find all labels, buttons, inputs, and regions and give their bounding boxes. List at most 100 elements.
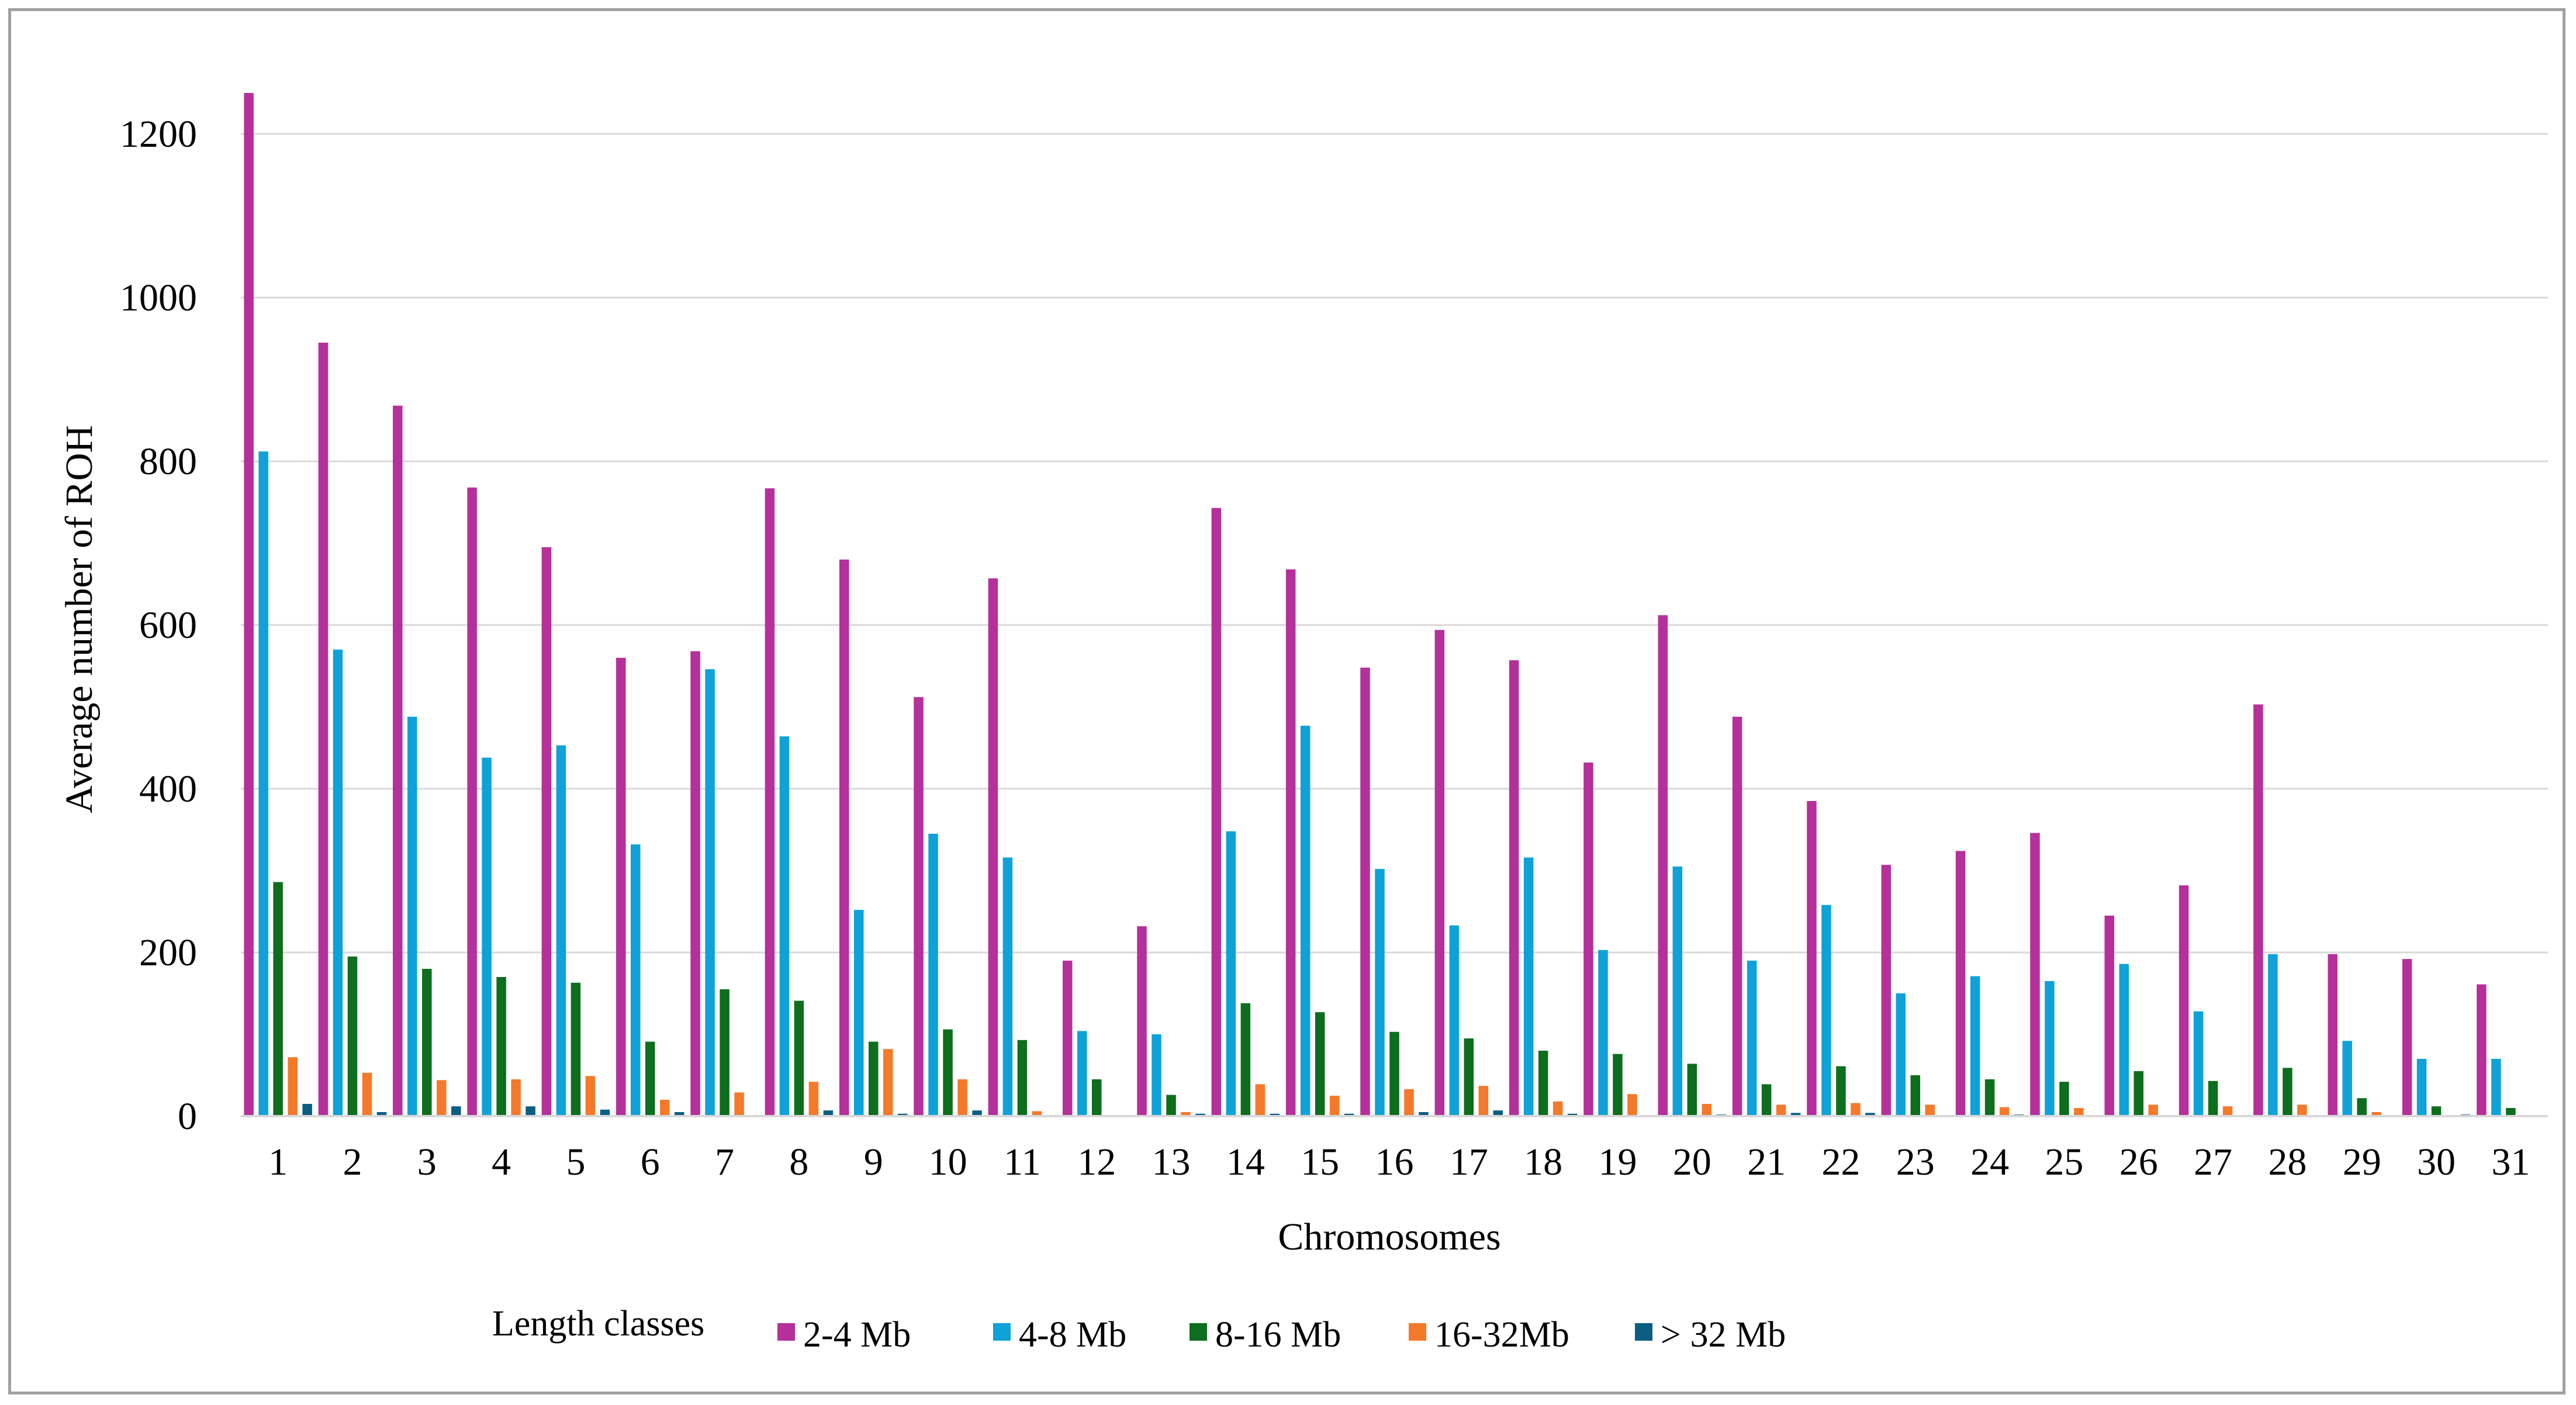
bar-816mb-chr16: [1389, 1031, 1399, 1116]
x-tick-label: 4: [492, 1141, 511, 1183]
bar-48mb-chr2: [333, 650, 343, 1116]
bar-816mb-chr19: [1613, 1054, 1623, 1116]
x-tick-label: 23: [1896, 1141, 1935, 1183]
x-tick-label: 27: [2194, 1141, 2232, 1183]
bar-816mb-chr15: [1315, 1012, 1325, 1116]
bar-816mb-chr10: [943, 1029, 953, 1116]
bar-24mb-chr21: [1732, 716, 1742, 1116]
bar-32mb-chr2: [376, 1112, 387, 1116]
bar-48mb-chr8: [779, 736, 790, 1116]
bar-48mb-chr3: [407, 716, 417, 1116]
bar-24mb-chr29: [2328, 954, 2338, 1116]
x-tick-label: 13: [1152, 1141, 1191, 1183]
chart-frame: 0 200 400 600 800 1000 1200 1 2 3 4 5 6 7 8 9 10 11 12 13 14…: [8, 8, 2565, 1394]
bar-816mb-chr20: [1687, 1064, 1697, 1116]
x-tick-label: 8: [789, 1141, 808, 1183]
bar-24mb-chr24: [1955, 851, 1966, 1116]
legend-label: 16-32Mb: [1434, 1315, 1569, 1355]
x-tick-label: 31: [2491, 1141, 2530, 1183]
bar-816mb-chr25: [2059, 1082, 2069, 1116]
bar-24mb-chr7: [690, 651, 700, 1116]
bar-816mb-chr5: [570, 982, 581, 1116]
bar-24mb-chr18: [1509, 660, 1519, 1116]
bar-816mb-chr17: [1464, 1038, 1474, 1116]
bar-24mb-chr5: [541, 547, 552, 1116]
bar-48mb-chr31: [2491, 1059, 2501, 1116]
bar-32mb-chr22: [1865, 1113, 1875, 1116]
y-tick-label: 0: [178, 1095, 197, 1138]
bar-48mb-chr1: [258, 451, 268, 1117]
x-tick-label: 25: [2045, 1141, 2083, 1183]
bar-816mb-chr9: [868, 1041, 879, 1116]
x-tick-label: 21: [1747, 1141, 1786, 1183]
x-tick-label: 1: [268, 1141, 288, 1183]
bar-1632mb-chr10: [957, 1079, 967, 1116]
legend-label: 2-4 Mb: [803, 1315, 911, 1355]
bar-816mb-chr4: [496, 977, 506, 1116]
x-tick-label: 28: [2268, 1141, 2307, 1183]
bar-32mb-chr15: [1344, 1113, 1354, 1116]
bar-48mb-chr25: [2045, 981, 2055, 1116]
bar-1632mb-chr6: [660, 1100, 670, 1116]
bar-816mb-chr6: [645, 1041, 655, 1116]
y-tick-label: 1200: [120, 113, 197, 156]
legend-swatch: [1635, 1323, 1652, 1341]
x-tick-label: 16: [1375, 1141, 1414, 1183]
bar-48mb-chr23: [1896, 993, 1906, 1116]
bar-32mb-chr13: [1195, 1113, 1205, 1116]
bar-48mb-chr18: [1523, 857, 1534, 1116]
bar-816mb-chr7: [720, 989, 729, 1116]
bar-24mb-chr2: [318, 343, 329, 1116]
y-tick-label: 800: [139, 440, 197, 483]
bar-48mb-chr29: [2342, 1041, 2352, 1116]
bar-1632mb-chr18: [1552, 1101, 1563, 1116]
bar-24mb-chr25: [2030, 833, 2040, 1116]
bar-1632mb-chr24: [1999, 1107, 2010, 1116]
bar-48mb-chr9: [853, 910, 864, 1116]
bar-1632mb-chr3: [437, 1080, 447, 1116]
bar-48mb-chr7: [705, 669, 715, 1116]
bar-48mb-chr17: [1449, 925, 1460, 1116]
bar-24mb-chr26: [2104, 916, 2114, 1116]
x-tick-label: 17: [1450, 1141, 1488, 1183]
bar-32mb-chr16: [1419, 1112, 1429, 1116]
y-tick-label: 400: [139, 768, 197, 810]
x-tick-label: 3: [417, 1141, 437, 1183]
bar-48mb-chr11: [1002, 857, 1013, 1116]
bar-1632mb-chr7: [734, 1092, 744, 1116]
x-tick-label: 6: [641, 1141, 660, 1183]
bar-816mb-chr27: [2208, 1080, 2218, 1116]
x-tick-label: 10: [929, 1141, 967, 1183]
gridlines: [241, 133, 2548, 954]
bar-24mb-chr3: [393, 405, 403, 1116]
legend-swatch: [1190, 1323, 1207, 1341]
bar-1632mb-chr19: [1627, 1094, 1637, 1116]
bar-32mb-chr1: [302, 1104, 312, 1116]
bar-24mb-chr4: [467, 487, 477, 1116]
bar-1632mb-chr20: [1702, 1104, 1712, 1116]
bar-24mb-chr11: [988, 578, 998, 1116]
x-tick-label: 29: [2343, 1141, 2381, 1183]
bars: [244, 93, 2516, 1117]
legend-title: Length classes: [492, 1304, 704, 1344]
bar-816mb-chr22: [1836, 1066, 1846, 1116]
x-axis-title: Chromosomes: [1278, 1216, 1500, 1258]
bar-1632mb-chr28: [2297, 1104, 2307, 1116]
bar-32mb-chr5: [600, 1109, 610, 1116]
bar-816mb-chr31: [2506, 1108, 2516, 1116]
bar-24mb-chr23: [1881, 865, 1892, 1116]
bar-32mb-chr4: [525, 1106, 535, 1116]
bar-1632mb-chr1: [288, 1057, 298, 1116]
bar-32mb-chr8: [823, 1110, 834, 1116]
bar-48mb-chr4: [482, 757, 492, 1116]
legend: Length classes 2-4 Mb 4-8 Mb 8-16 Mb 16-32M…: [492, 1304, 1786, 1355]
bar-24mb-chr14: [1211, 508, 1222, 1116]
bar-1632mb-chr14: [1255, 1084, 1265, 1116]
bar-48mb-chr27: [2193, 1011, 2204, 1116]
bar-816mb-chr23: [1910, 1075, 1921, 1116]
y-tick-label: 1000: [120, 277, 197, 319]
bar-1632mb-chr5: [585, 1076, 596, 1116]
bar-1632mb-chr17: [1478, 1086, 1489, 1116]
bar-1632mb-chr2: [362, 1072, 372, 1116]
legend-swatch: [777, 1323, 795, 1341]
